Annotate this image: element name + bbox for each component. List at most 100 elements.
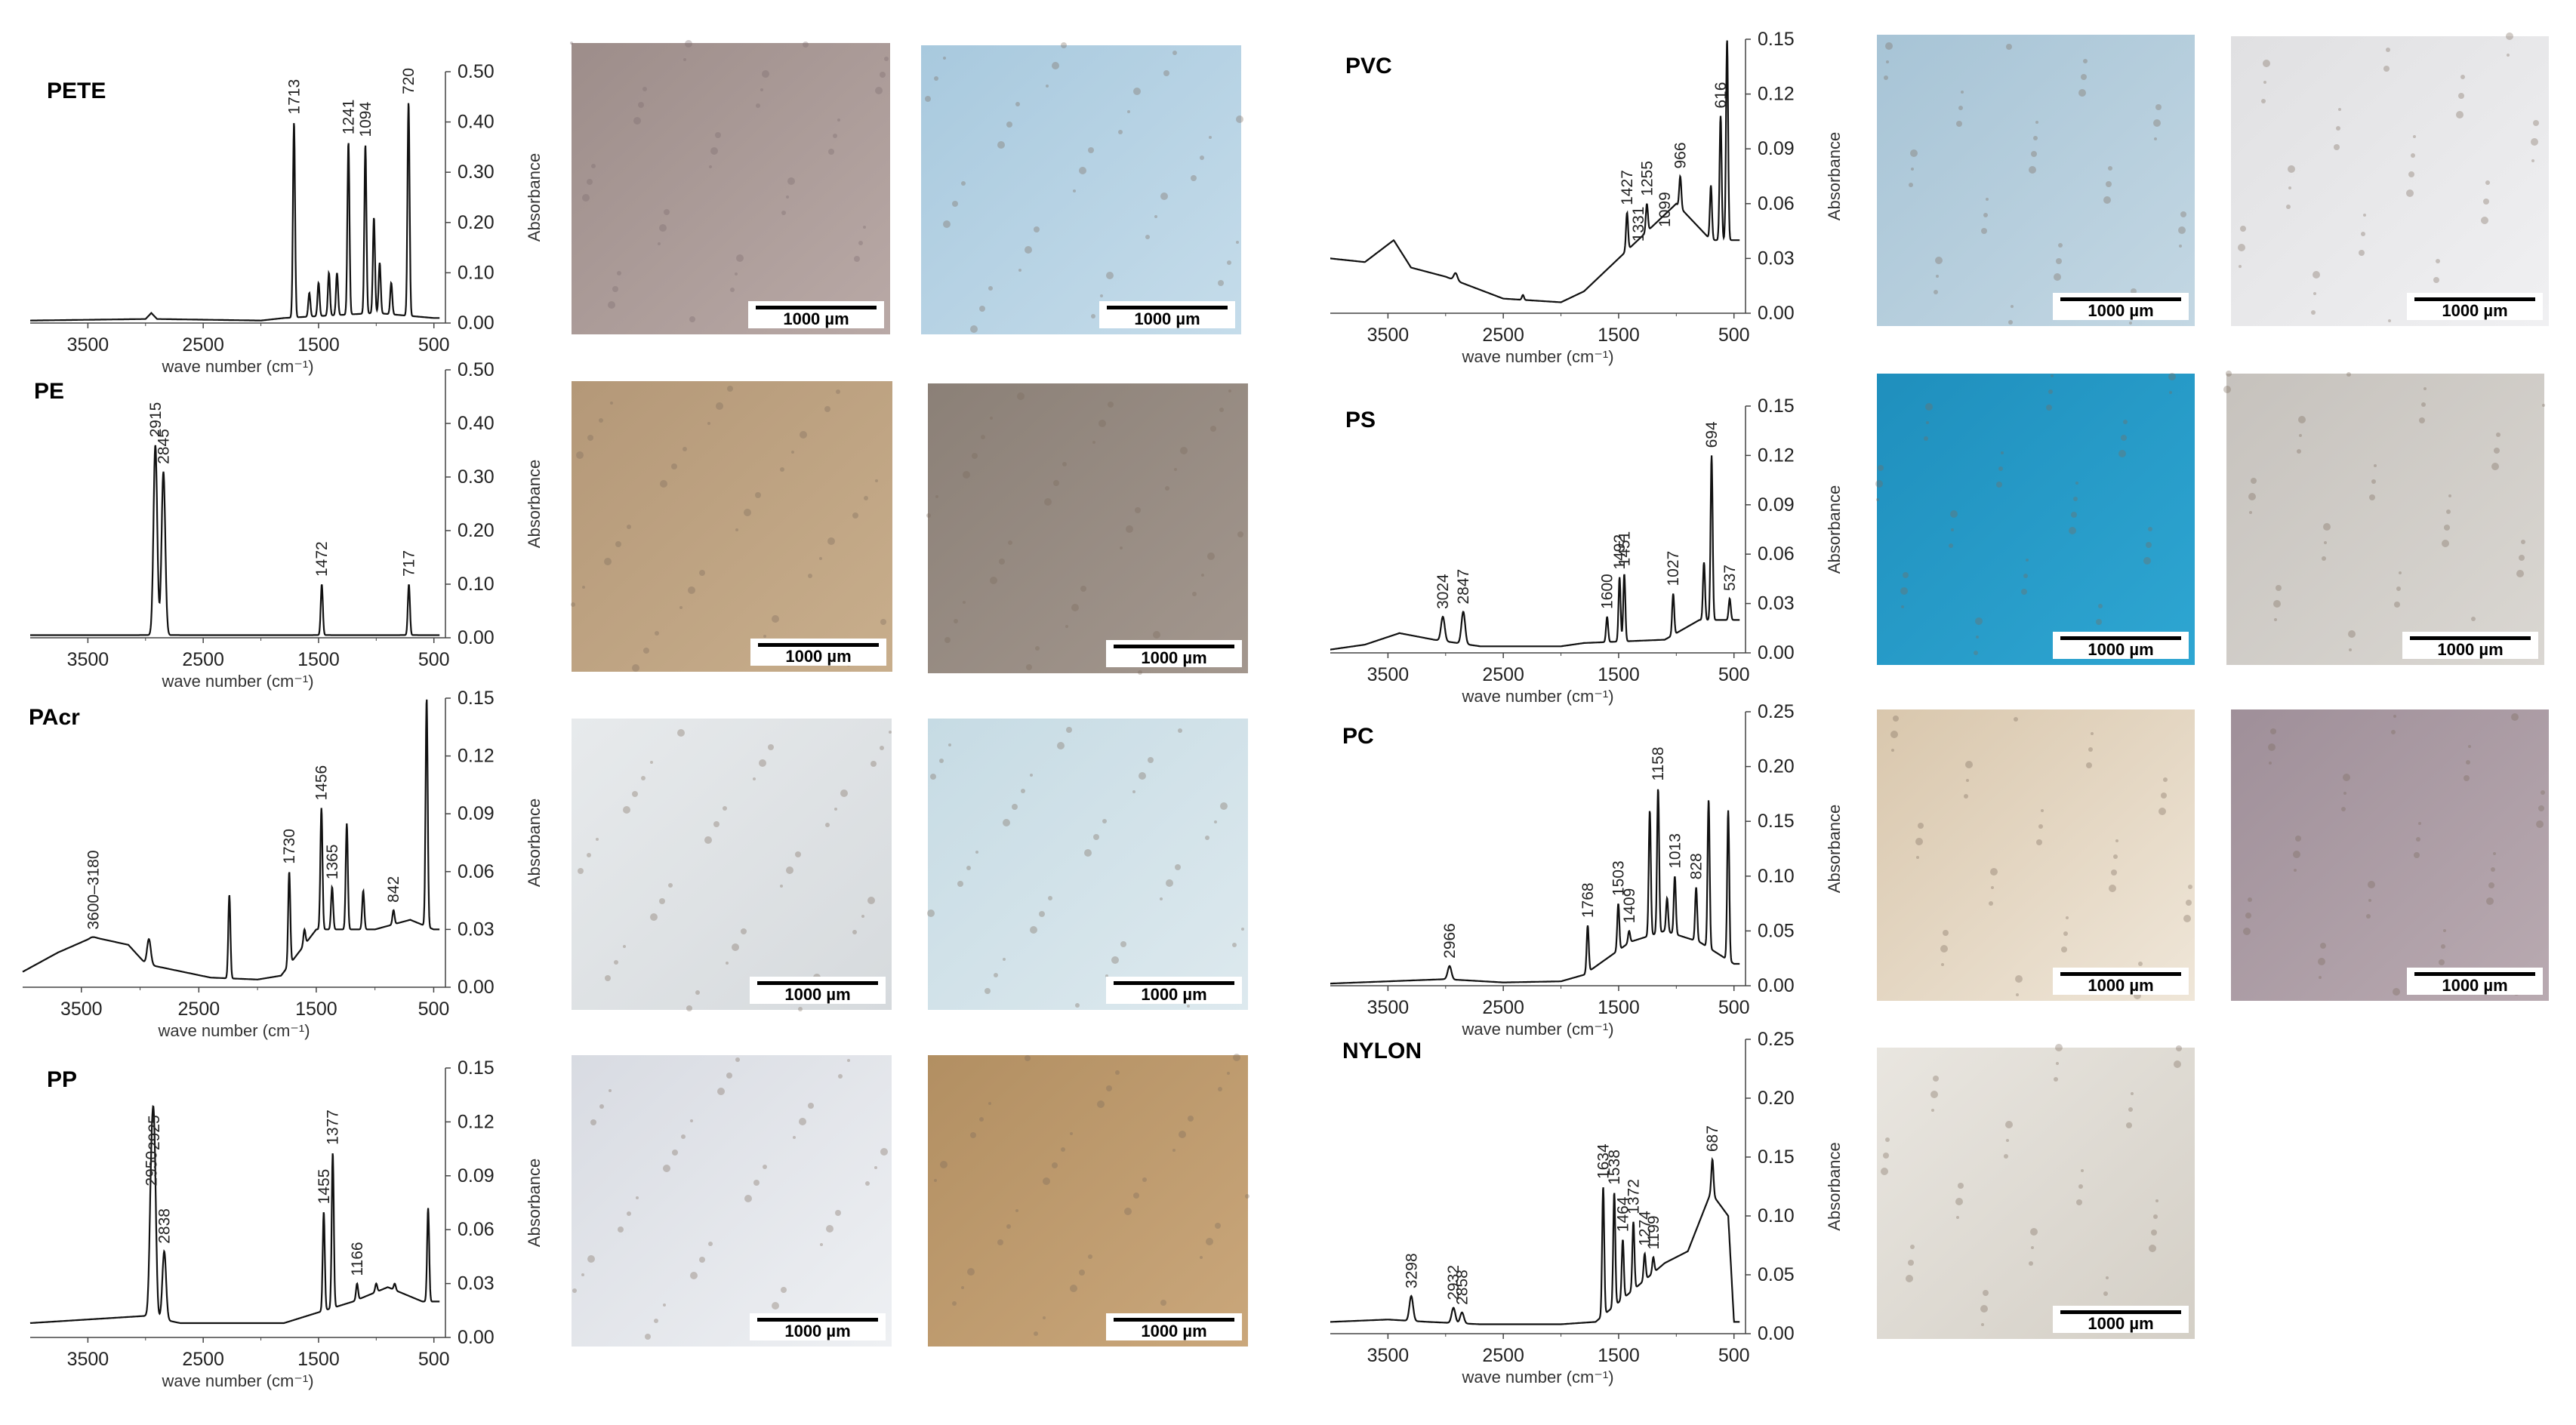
y-tick-label: 0.15 (458, 688, 495, 709)
micrograph-pe-1: 1000 µm (571, 381, 892, 672)
micrograph-speck (1071, 604, 1079, 611)
micrograph-speck (880, 72, 886, 78)
micrograph-speck (2531, 138, 2538, 146)
micrograph-pete-2: 1000 µm (921, 42, 1243, 334)
y-tick-label: 0.20 (458, 520, 495, 541)
micrograph-speck (2274, 618, 2277, 621)
y-tick-label: 0.30 (458, 466, 495, 488)
x-tick-label: 3500 (1367, 1345, 1410, 1366)
micrograph-speck (2521, 540, 2525, 544)
y-tick-label: 0.06 (1758, 543, 1795, 565)
micrograph-speck (1236, 241, 1239, 244)
micrograph-speck (1903, 572, 1909, 578)
micrograph-speck (2008, 320, 2013, 325)
micrograph-speck (762, 70, 769, 78)
micrograph-speck (1138, 670, 1142, 675)
micrograph-speck (768, 744, 774, 750)
micrograph-speck (1080, 586, 1086, 592)
micrograph-speck (2073, 497, 2078, 501)
y-tick-label: 0.00 (458, 312, 495, 334)
micrograph-speck (2143, 557, 2151, 565)
y-tick-label: 0.00 (1758, 642, 1795, 663)
micrograph-speck (760, 88, 763, 91)
micrograph-speck (1893, 716, 1899, 722)
micrograph-speck (865, 1181, 870, 1186)
micrograph-speck (2096, 619, 2102, 625)
micrograph-speck (1172, 1149, 1176, 1152)
panel-pvc: PVC 3500 2500 1500 500 wave number (cm⁻¹) 0.00… (1330, 29, 2549, 366)
scale-bar (757, 1318, 878, 1322)
micrograph-speck (650, 761, 653, 764)
micrograph-speck (1916, 856, 1919, 859)
micrograph-speck (2481, 217, 2488, 224)
micrograph-speck (1133, 1193, 1139, 1199)
y-tick-label: 0.15 (458, 1057, 495, 1079)
scale-bar-label: 1000 µm (784, 985, 850, 1004)
micrograph-speck (1228, 389, 1231, 392)
micrograph-speck (824, 406, 830, 412)
micrograph-speck (2366, 914, 2371, 919)
micrograph-speck (870, 761, 877, 767)
panel-pete: PETE 3500 2500 1500 500 wave number (cm⁻¹) 0.0… (30, 40, 1243, 376)
micrograph-speck (612, 286, 618, 292)
micrograph-speck (642, 87, 647, 91)
peak-label: 1713 (285, 79, 303, 115)
x-tick-label: 3500 (67, 1349, 109, 1370)
x-tick-label: 500 (418, 1349, 450, 1370)
micrograph-speck (2046, 405, 2052, 411)
micrograph-speck (623, 806, 630, 814)
micrograph-speck (664, 209, 670, 215)
micrograph-speck (1207, 552, 1215, 560)
micrograph-speck (2466, 760, 2470, 765)
micrograph-speck (2446, 509, 2451, 514)
micrograph-speck (825, 823, 830, 827)
micrograph-speck (732, 943, 739, 951)
spectrum-line (1330, 40, 1740, 303)
scale-bar-label: 1000 µm (785, 647, 851, 666)
micrograph-speck (2153, 119, 2161, 127)
micrograph-speck (1976, 636, 1979, 639)
micrograph-speck (874, 1166, 877, 1169)
micrograph-speck (2359, 250, 2365, 256)
micrograph-speck (2531, 159, 2534, 162)
micrograph-speck (1206, 1238, 1213, 1245)
x-axis-title: wave number (cm⁻¹) (161, 357, 313, 376)
micrograph-speck (715, 132, 721, 138)
micrograph-speck (2081, 1169, 2084, 1172)
micrograph-background (1877, 709, 2195, 1001)
micrograph-speck (2324, 541, 2327, 544)
micrograph-speck (2294, 869, 2297, 872)
micrograph-speck (880, 746, 884, 750)
scale-bar (758, 643, 879, 647)
micrograph-speck (2519, 555, 2525, 561)
micrograph-ps-1: 1000 µm (1875, 373, 2195, 665)
micrograph-speck (2106, 181, 2112, 187)
micrograph-speck (997, 141, 1005, 149)
micrograph-speck (2055, 1044, 2063, 1051)
peak-label: 1464 (1614, 1196, 1632, 1232)
micrograph-speck (1998, 466, 2003, 471)
micrograph-speck (2538, 805, 2544, 811)
micrograph-speck (753, 777, 756, 780)
micrograph-speck (763, 635, 766, 638)
scale-bar-label: 1000 µm (1141, 1322, 1206, 1340)
spectrum-line (1330, 1156, 1740, 1325)
micrograph-speck (1079, 167, 1086, 174)
micrograph-speck (2163, 777, 2168, 782)
micrograph-speck (944, 637, 951, 643)
scale-bar-label: 1000 µm (1141, 985, 1206, 1004)
micrograph-speck (1034, 1331, 1038, 1336)
micrograph-speck (1918, 823, 1924, 829)
micrograph-speck (2471, 617, 2476, 621)
micrograph-speck (735, 272, 738, 275)
scale-bar-label: 1000 µm (2088, 976, 2153, 995)
peak-label: 1492 (1611, 534, 1628, 570)
micrograph-speck (663, 1303, 666, 1307)
peak-label: 1600 (1599, 574, 1616, 609)
micrograph-speck (1236, 115, 1243, 123)
micrograph-speck (858, 241, 863, 245)
micrograph-speck (2346, 372, 2351, 377)
y-tick-label: 0.00 (458, 627, 495, 648)
micrograph-speck (2155, 1199, 2158, 1202)
micrograph-pc-1: 1000 µm (1877, 709, 2195, 1001)
